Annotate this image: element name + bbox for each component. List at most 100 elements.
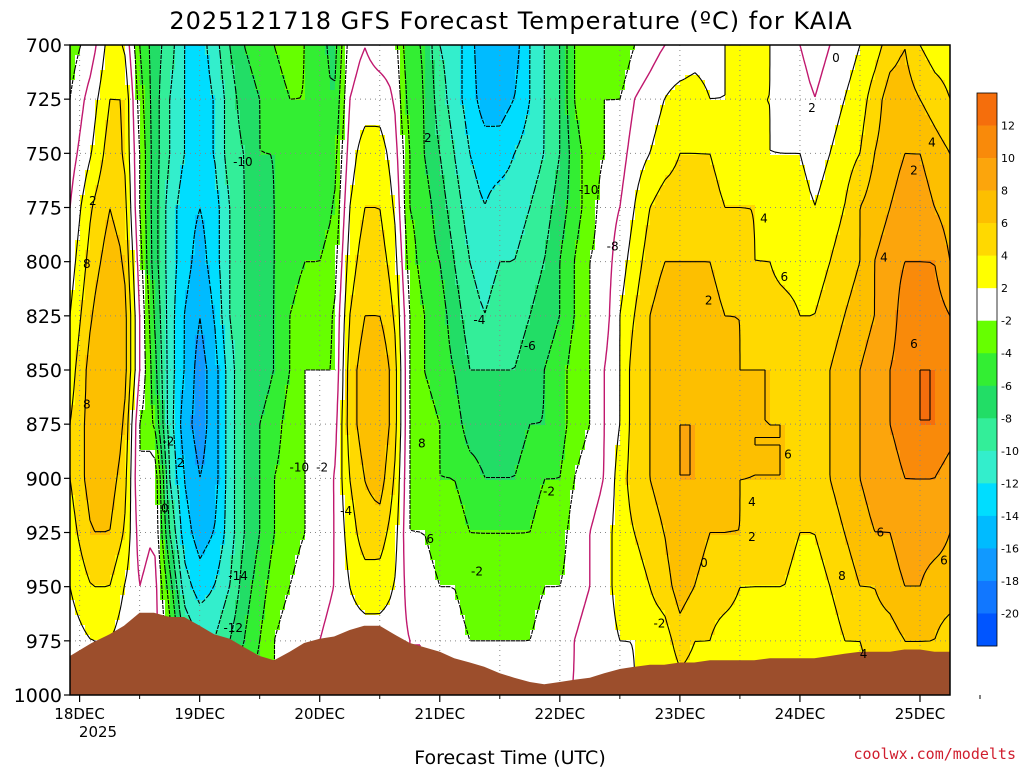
- temperature-cell: [425, 55, 431, 61]
- temperature-cell: [640, 60, 646, 66]
- temperature-cell: [265, 65, 271, 71]
- temperature-cell: [450, 80, 456, 86]
- temperature-cell: [480, 60, 486, 66]
- temperature-cell: [110, 45, 116, 51]
- temperature-cell: [415, 85, 421, 91]
- temperature-cell: [210, 50, 216, 56]
- temperature-cell: [650, 95, 656, 101]
- temperature-cell: [445, 95, 451, 101]
- temperature-cell: [830, 95, 836, 101]
- temperature-cell: [345, 90, 351, 96]
- temperature-cell: [185, 65, 191, 71]
- temperature-cell: [450, 90, 456, 96]
- temperature-cell: [450, 95, 456, 101]
- temperature-cell: [120, 75, 126, 81]
- temperature-cell: [485, 65, 491, 71]
- temperature-cell: [300, 100, 306, 106]
- temperature-cell: [70, 100, 76, 106]
- temperature-cell: [270, 60, 276, 66]
- temperature-cell: [425, 50, 431, 56]
- temperature-cell: [680, 45, 686, 51]
- temperature-cell: [750, 80, 756, 86]
- temperature-cell: [760, 50, 766, 56]
- temperature-cell: [740, 50, 746, 56]
- temperature-cell: [360, 60, 366, 66]
- temperature-cell: [240, 80, 246, 86]
- temperature-cell: [655, 75, 661, 81]
- temperature-cell: [685, 55, 691, 61]
- temperature-cell: [145, 100, 151, 106]
- temperature-cell: [920, 85, 926, 91]
- temperature-cell: [800, 70, 806, 76]
- temperature-cell: [870, 60, 876, 66]
- temperature-cell: [725, 50, 731, 56]
- temperature-cell: [330, 65, 336, 71]
- temperature-cell: [320, 90, 326, 96]
- temperature-cell: [320, 50, 326, 56]
- temperature-cell: [520, 80, 526, 86]
- temperature-cell: [415, 50, 421, 56]
- temperature-cell: [545, 95, 551, 101]
- temperature-cell: [600, 65, 606, 71]
- temperature-cell: [880, 65, 886, 71]
- temperature-cell: [425, 80, 431, 86]
- temperature-cell: [840, 70, 846, 76]
- temperature-cell: [275, 75, 281, 81]
- temperature-cell: [165, 50, 171, 56]
- temperature-cell: [340, 45, 346, 51]
- temperature-cell: [755, 85, 761, 91]
- temperature-cell: [545, 90, 551, 96]
- temperature-cell: [300, 55, 306, 61]
- temperature-cell: [670, 90, 676, 96]
- temperature-cell: [325, 85, 331, 91]
- temperature-cell: [845, 60, 851, 66]
- temperature-cell: [925, 75, 931, 81]
- temperature-cell: [830, 80, 836, 86]
- temperature-cell: [175, 55, 181, 61]
- temperature-cell: [575, 70, 581, 76]
- temperature-cell: [545, 45, 551, 51]
- temperature-cell: [115, 80, 121, 86]
- temperature-cell: [250, 95, 256, 101]
- temperature-cell: [655, 85, 661, 91]
- temperature-cell: [270, 95, 276, 101]
- temperature-cell: [175, 50, 181, 56]
- temperature-cell: [690, 95, 696, 101]
- temperature-cell: [700, 70, 706, 76]
- temperature-cell: [585, 95, 591, 101]
- temperature-cell: [815, 70, 821, 76]
- temperature-cell: [900, 90, 906, 96]
- temperature-cell: [745, 65, 751, 71]
- temperature-cell: [725, 65, 731, 71]
- temperature-cell: [755, 80, 761, 86]
- temperature-cell: [725, 60, 731, 66]
- temperature-cell: [225, 80, 231, 86]
- temperature-cell: [305, 100, 311, 106]
- temperature-cell: [310, 50, 316, 56]
- temperature-cell: [215, 90, 221, 96]
- temperature-cell: [740, 75, 746, 81]
- temperature-cell: [820, 55, 826, 61]
- temperature-cell: [935, 60, 941, 66]
- temperature-cell: [530, 90, 536, 96]
- temperature-cell: [780, 50, 786, 56]
- temperature-cell: [710, 55, 716, 61]
- temperature-cell: [220, 45, 226, 51]
- temperature-cell: [685, 50, 691, 56]
- temperature-cell: [550, 60, 556, 66]
- temperature-cell: [910, 65, 916, 71]
- temperature-cell: [695, 45, 701, 51]
- temperature-cell: [575, 50, 581, 56]
- temperature-cell: [400, 85, 406, 91]
- temperature-cell: [295, 75, 301, 81]
- temperature-cell: [460, 50, 466, 56]
- temperature-cell: [395, 75, 401, 81]
- temperature-cell: [880, 70, 886, 76]
- temperature-cell: [860, 50, 866, 56]
- temperature-cell: [160, 100, 166, 106]
- temperature-cell: [715, 85, 721, 91]
- temperature-cell: [640, 55, 646, 61]
- temperature-cell: [310, 100, 316, 106]
- temperature-cell: [920, 55, 926, 61]
- temperature-cell: [785, 80, 791, 86]
